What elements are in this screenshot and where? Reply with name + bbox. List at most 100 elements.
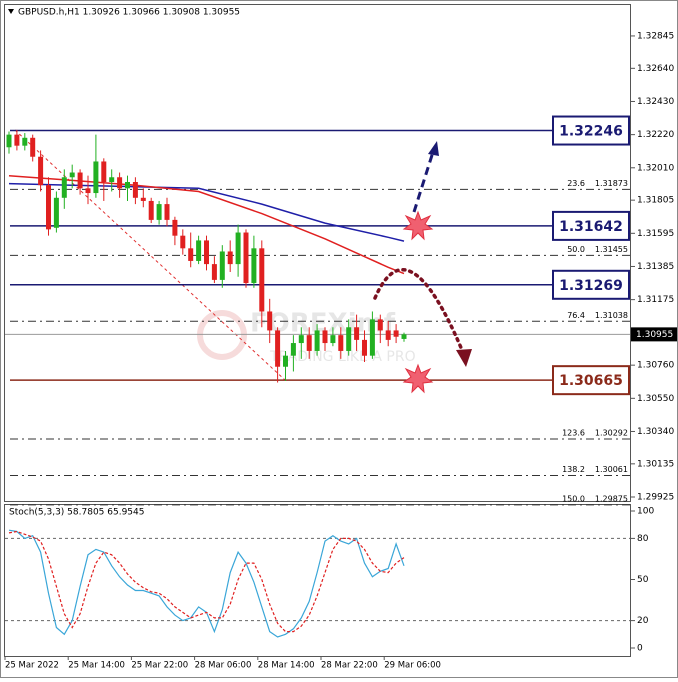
candle-body (53, 197, 59, 228)
level-label: 1.32246 (559, 124, 623, 140)
level-box (552, 365, 630, 396)
candle-body (385, 330, 391, 340)
trend-line (14, 129, 286, 381)
level-label: 1.30665 (559, 373, 623, 389)
candle-body (188, 248, 194, 261)
candle-body (330, 335, 336, 344)
fib-price: 1.31873 (595, 179, 628, 188)
candle-body (180, 235, 186, 249)
candle-body (377, 319, 383, 331)
candle-body (290, 343, 296, 356)
watermark-logo (197, 310, 247, 360)
plot-layer: 1.32845 1.32640 1.32430 1.32220 1.32010 1.318… (4, 31, 677, 671)
moving-average (8, 182, 405, 242)
level-box (552, 269, 630, 300)
candle-body (354, 327, 360, 340)
candle-body (156, 204, 162, 220)
x-tick-label: 25 Mar 2022 (5, 661, 59, 671)
stoch-title: Stoch(5,3,3) 58.7805 65.9545 (9, 508, 144, 518)
candle-body (46, 185, 51, 230)
x-tick-label: 25 Mar 14:00 (68, 661, 125, 671)
candle-body (132, 182, 138, 198)
candle-body (38, 156, 44, 186)
candle-body (117, 177, 123, 189)
fib-price: 1.31038 (595, 311, 628, 320)
candle-body (275, 330, 281, 367)
burst (402, 363, 434, 394)
candle-body (148, 200, 154, 220)
y-tick-label: 1.30760 (637, 361, 674, 371)
stoch-line (8, 530, 405, 633)
fib-level: 150.0 (562, 494, 585, 503)
price-panel (4, 4, 631, 502)
candle-body (61, 177, 67, 198)
moving-average (8, 174, 405, 275)
candle-body (298, 335, 304, 344)
candle-body (172, 219, 178, 236)
x-tick-label: 29 Mar 06:00 (384, 661, 441, 671)
candle-body (338, 335, 344, 351)
fib-price: 1.29875 (595, 494, 628, 503)
down-arrow-head (456, 349, 472, 367)
up-arrow-head (428, 141, 439, 156)
fib-level: 76.4 (567, 311, 585, 320)
candle-body (346, 327, 352, 351)
level-box (552, 115, 630, 146)
candle-body (30, 137, 36, 157)
candle-body (109, 177, 115, 182)
burst (402, 210, 434, 241)
candle-body (259, 248, 265, 312)
y-tick-label: 1.31175 (637, 295, 674, 305)
candle-body (22, 137, 28, 146)
y-tick-label: 20 (637, 616, 649, 626)
candle-body (283, 355, 288, 367)
y-tick-label: 100 (637, 507, 654, 517)
x-tick-label: 25 Mar 22:00 (131, 661, 188, 671)
candle-body (14, 134, 20, 146)
x-tick-label: 28 Mar 14:00 (258, 661, 315, 671)
fib-level: 50.0 (567, 245, 585, 254)
candle-body (6, 134, 12, 148)
last-price-label: 1.30955 (636, 330, 673, 340)
level-label: 1.31269 (559, 278, 623, 294)
watermark-slogan: TRADING LIKE A PRO (269, 349, 416, 365)
y-tick-label: 1.31805 (637, 196, 674, 206)
x-tick-label: 28 Mar 06:00 (195, 661, 252, 671)
x-tick-label: 28 Mar 22:00 (321, 661, 378, 671)
candle-body (227, 251, 233, 265)
fib-price: 1.30292 (595, 429, 628, 438)
y-tick-label: 1.32430 (637, 97, 674, 107)
candle-body (77, 172, 83, 189)
candle-body (204, 240, 209, 265)
y-tick-label: 0 (637, 644, 643, 654)
fib-level: 138.2 (562, 465, 585, 474)
candle-body (219, 251, 225, 280)
candle-body (243, 232, 249, 284)
candle-body (164, 204, 170, 220)
candle-body (140, 197, 146, 201)
candle-body (314, 330, 320, 351)
level-box (552, 210, 630, 241)
candle-body (125, 182, 130, 189)
candle-body (235, 232, 241, 265)
y-tick-label: 1.30340 (637, 427, 674, 437)
fib-price: 1.30061 (595, 465, 628, 474)
fib-level: 123.6 (562, 429, 585, 438)
candle-body (362, 339, 367, 356)
last-price-tag (631, 327, 677, 342)
candle-body (93, 161, 99, 194)
candle-body (196, 240, 202, 261)
fib-price: 1.31455 (595, 245, 628, 254)
candle-body (393, 330, 399, 337)
y-tick-label: 1.29925 (637, 493, 674, 503)
up-arrow (412, 151, 435, 213)
candle-body (401, 334, 407, 339)
candle-body (69, 172, 75, 178)
annotations (373, 141, 472, 394)
down-arrow (373, 267, 464, 352)
y-tick-label: 1.32220 (637, 130, 674, 140)
y-tick-label: 1.32845 (637, 31, 674, 41)
y-tick-label: 1.31385 (637, 262, 674, 272)
candle-body (85, 188, 91, 194)
